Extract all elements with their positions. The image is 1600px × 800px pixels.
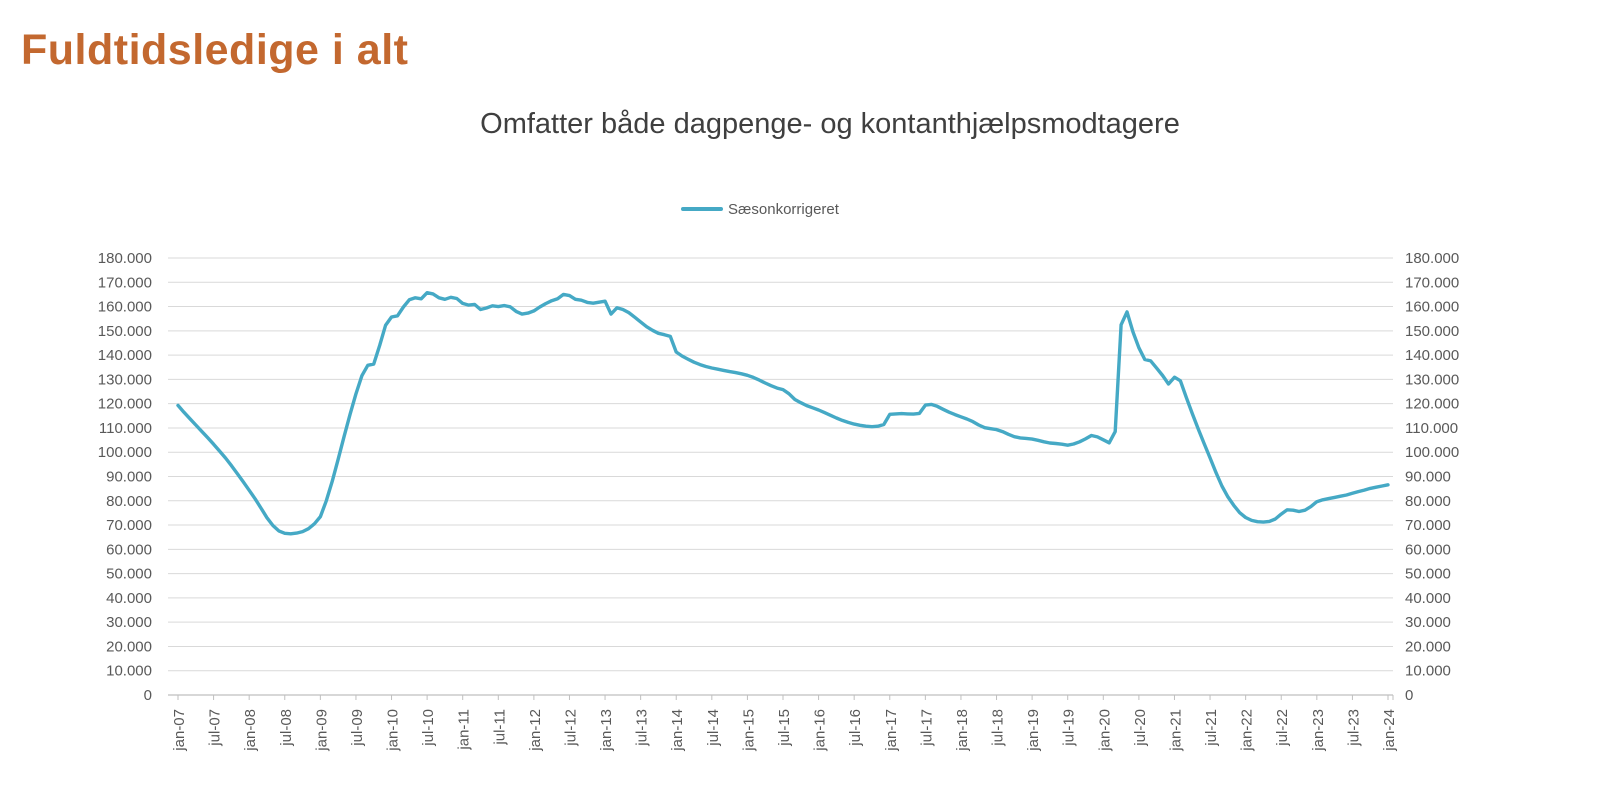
svg-text:jan-14: jan-14 [669,709,686,752]
svg-text:90.000: 90.000 [1405,469,1451,486]
svg-text:jan-23: jan-23 [1310,709,1327,752]
svg-text:40.000: 40.000 [106,590,152,607]
chart-title: Omfatter både dagpenge- og kontanthjælps… [480,108,1180,140]
svg-text:0: 0 [144,687,152,704]
svg-text:jul-09: jul-09 [349,709,366,747]
svg-text:jan-15: jan-15 [740,709,757,752]
x-axis-labels: jan-07 jul-07 jan-08 jul-08 jan-09 jul-09 jan-… [171,709,1398,752]
svg-text:170.000: 170.000 [98,274,152,291]
svg-text:jan-13: jan-13 [598,709,615,752]
svg-text:10.000: 10.000 [1405,663,1451,680]
svg-text:jul-16: jul-16 [847,709,864,747]
svg-text:jan-11: jan-11 [456,709,473,751]
svg-text:jul-07: jul-07 [207,709,224,747]
svg-text:50.000: 50.000 [106,566,152,583]
svg-text:jan-24: jan-24 [1381,709,1398,752]
svg-text:90.000: 90.000 [106,469,152,486]
svg-text:80.000: 80.000 [106,493,152,510]
svg-text:180.000: 180.000 [98,250,152,267]
svg-text:0: 0 [1405,687,1413,704]
y-gridlines [168,257,1393,672]
svg-text:jul-08: jul-08 [278,709,295,747]
svg-text:jul-19: jul-19 [1061,709,1078,747]
svg-text:jan-10: jan-10 [385,709,402,752]
svg-text:120.000: 120.000 [1405,396,1459,413]
svg-text:jan-21: jan-21 [1167,709,1184,752]
svg-text:jan-08: jan-08 [242,709,259,752]
chart-legend: Sæsonkorrigeret [600,198,920,220]
legend-label: Sæsonkorrigeret [728,200,839,218]
svg-text:130.000: 130.000 [98,371,152,388]
y-axis-labels-right: 0 10.000 20.000 30.000 40.000 50.000 60.000 70.… [1405,250,1459,704]
svg-text:jul-13: jul-13 [634,709,651,747]
svg-text:140.000: 140.000 [1405,347,1459,364]
svg-text:jul-17: jul-17 [918,709,935,747]
svg-text:30.000: 30.000 [1405,614,1451,631]
page-title: Fuldtidsledige i alt [21,26,409,74]
svg-text:50.000: 50.000 [1405,566,1451,583]
svg-text:160.000: 160.000 [98,299,152,316]
svg-text:150.000: 150.000 [98,323,152,340]
svg-text:140.000: 140.000 [98,347,152,364]
svg-text:jan-09: jan-09 [313,709,330,752]
svg-text:150.000: 150.000 [1405,323,1459,340]
svg-text:jan-20: jan-20 [1096,709,1113,752]
svg-text:jul-12: jul-12 [562,709,579,747]
svg-text:30.000: 30.000 [106,614,152,631]
svg-text:160.000: 160.000 [1405,299,1459,316]
svg-text:jan-17: jan-17 [883,709,900,752]
svg-text:jul-14: jul-14 [705,709,722,747]
svg-text:10.000: 10.000 [106,663,152,680]
svg-text:jan-18: jan-18 [954,709,971,752]
svg-text:20.000: 20.000 [106,638,152,655]
svg-text:80.000: 80.000 [1405,493,1451,510]
svg-text:jul-15: jul-15 [776,709,793,747]
svg-text:jul-21: jul-21 [1203,709,1220,747]
svg-text:jan-19: jan-19 [1025,709,1042,752]
svg-text:40.000: 40.000 [1405,590,1451,607]
svg-text:110.000: 110.000 [99,420,152,437]
svg-text:jul-18: jul-18 [990,709,1007,747]
series-line-saesonkorrigeret [176,291,1390,536]
svg-text:20.000: 20.000 [1405,638,1451,655]
svg-text:jul-11: jul-11 [491,709,508,746]
svg-text:170.000: 170.000 [1405,274,1459,291]
svg-text:100.000: 100.000 [98,444,152,461]
svg-text:jul-23: jul-23 [1345,709,1362,747]
svg-text:70.000: 70.000 [106,517,152,534]
x-axis-ticks [177,695,1394,700]
svg-text:110.000: 110.000 [1405,420,1458,437]
svg-text:jan-12: jan-12 [527,709,544,752]
svg-text:jul-10: jul-10 [420,709,437,747]
svg-text:jul-22: jul-22 [1274,709,1291,747]
svg-text:jan-16: jan-16 [812,709,829,752]
svg-text:60.000: 60.000 [106,541,152,558]
svg-text:120.000: 120.000 [98,396,152,413]
svg-text:100.000: 100.000 [1405,444,1459,461]
svg-text:jan-22: jan-22 [1239,709,1256,752]
svg-text:jul-20: jul-20 [1132,709,1149,747]
y-axis-labels-left: 0 10.000 20.000 30.000 40.000 50.000 60.000 70.… [98,250,152,704]
svg-text:70.000: 70.000 [1405,517,1451,534]
svg-text:60.000: 60.000 [1405,541,1451,558]
svg-text:180.000: 180.000 [1405,250,1459,267]
svg-text:130.000: 130.000 [1405,371,1459,388]
legend-line-swatch [681,207,724,211]
svg-text:jan-07: jan-07 [171,709,188,752]
